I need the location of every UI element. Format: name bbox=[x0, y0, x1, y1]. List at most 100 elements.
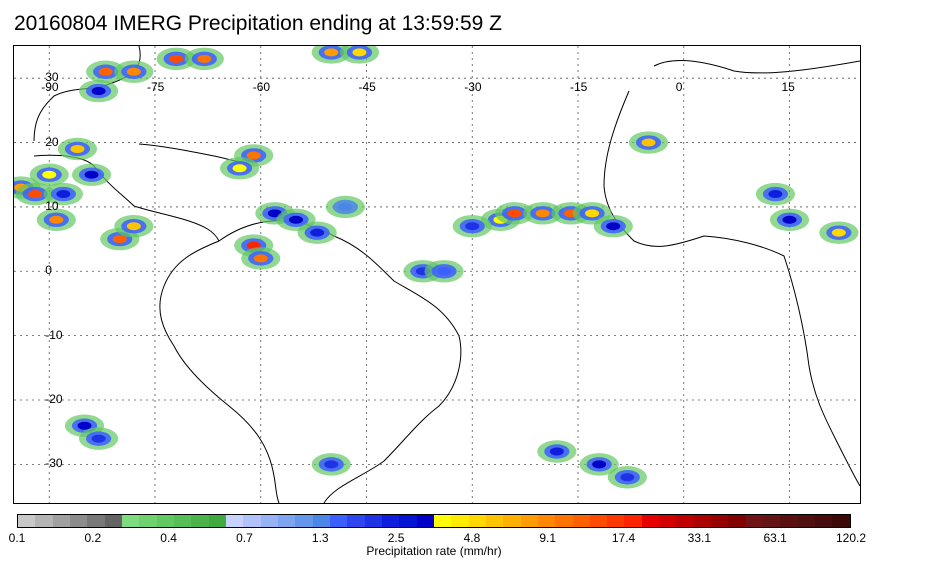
colorbar-tick-label: 9.1 bbox=[539, 531, 557, 545]
colorbar-swatch bbox=[69, 515, 88, 527]
precipitation-cell-core bbox=[197, 54, 212, 63]
colorbar-tick-label: 63.1 bbox=[763, 531, 787, 545]
colorbar-swatch bbox=[433, 515, 452, 527]
colorbar-swatch bbox=[35, 515, 53, 527]
colorbar-swatch bbox=[295, 515, 313, 527]
precipitation-cell-core bbox=[49, 215, 64, 224]
precipitation-cell-core bbox=[782, 215, 797, 224]
colorbar-swatch bbox=[399, 515, 417, 527]
colorbar-tick-label: 120.2 bbox=[835, 531, 867, 545]
precipitation-cell-core bbox=[126, 67, 141, 76]
latitude-label: -30 bbox=[45, 456, 63, 471]
colorbar-swatch bbox=[572, 515, 590, 527]
latitude-label: 20 bbox=[45, 134, 59, 149]
longitude-label: -60 bbox=[252, 80, 271, 95]
colorbar-tick-label: 17.4 bbox=[611, 531, 636, 545]
colorbar-swatch bbox=[156, 515, 174, 527]
colorbar-swatch bbox=[329, 515, 348, 527]
colorbar-tick-label: 2.5 bbox=[387, 531, 405, 545]
colorbar-swatch bbox=[52, 515, 70, 527]
precipitation-cell-core bbox=[352, 48, 367, 57]
precipitation-cell-core bbox=[606, 222, 621, 231]
precipitation-cell-core bbox=[324, 460, 339, 469]
colorbar-swatch bbox=[139, 515, 157, 527]
colorbar-swatch bbox=[451, 515, 469, 527]
gridlines bbox=[14, 46, 860, 503]
colorbar-swatch bbox=[18, 515, 36, 527]
colorbar-swatch bbox=[225, 515, 244, 527]
precipitation-cell-core bbox=[592, 460, 607, 469]
precipitation-cell-core bbox=[70, 144, 85, 153]
europe-coast bbox=[653, 60, 860, 74]
precipitation-cell-core bbox=[585, 209, 600, 218]
colorbar-tick-label: 33.1 bbox=[687, 531, 712, 545]
colorbar-swatch bbox=[173, 515, 192, 527]
precipitation-cell-core bbox=[831, 228, 846, 237]
precipitation-cell-core bbox=[437, 267, 452, 276]
colorbar-tick-label: 0.7 bbox=[236, 531, 253, 545]
precipitation-cell-core bbox=[768, 190, 783, 199]
precipitation-cell-core bbox=[620, 473, 635, 482]
precipitation-cell-core bbox=[338, 202, 353, 211]
precipitation-cell-core bbox=[91, 434, 106, 443]
colorbar-swatch bbox=[277, 515, 296, 527]
precipitation-cell-core bbox=[77, 421, 92, 430]
colorbar-tick-label: 1.3 bbox=[311, 531, 329, 545]
precipitation-cell-core bbox=[310, 228, 325, 237]
colorbar bbox=[17, 514, 851, 528]
colorbar-swatch bbox=[503, 515, 521, 527]
colorbar-swatch bbox=[364, 515, 382, 527]
longitude-label: -75 bbox=[147, 80, 165, 95]
precipitation-cell-core bbox=[324, 48, 339, 57]
colorbar-swatch bbox=[87, 515, 105, 527]
colorbar-swatch bbox=[312, 515, 330, 527]
colorbar-swatch bbox=[537, 515, 556, 527]
latitude-label: 0 bbox=[45, 263, 52, 278]
colorbar-swatch bbox=[468, 515, 486, 527]
longitude-label: -45 bbox=[358, 80, 376, 95]
colorbar-swatch bbox=[589, 515, 608, 527]
precipitation-cell-core bbox=[232, 164, 247, 173]
colorbar-swatch bbox=[485, 515, 504, 527]
colorbar-swatch bbox=[815, 515, 833, 527]
colorbar-swatch bbox=[641, 515, 660, 527]
precipitation-cell-core bbox=[549, 447, 564, 456]
colorbar-swatch bbox=[347, 515, 365, 527]
colorbar-tick-label: 0.2 bbox=[84, 531, 102, 545]
colorbar-swatch bbox=[711, 515, 729, 527]
longitude-label: 15 bbox=[781, 80, 795, 95]
colorbar-tick-label: 0.1 bbox=[8, 531, 26, 545]
precipitation-cell-core bbox=[246, 151, 261, 160]
precipitation-cell-core bbox=[535, 209, 550, 218]
latitude-label: -10 bbox=[45, 327, 63, 342]
colorbar-tick-label: 0.4 bbox=[160, 531, 177, 545]
colorbar-swatch bbox=[780, 515, 798, 527]
precipitation-map: -90 -75 -60 -45 -30 -15 0 15 30 20 10 0 -10 -20 -30 bbox=[13, 45, 861, 504]
colorbar-swatch bbox=[797, 515, 816, 527]
colorbar-swatch bbox=[693, 515, 712, 527]
colorbar-swatch bbox=[763, 515, 781, 527]
precipitation-cell-core bbox=[91, 87, 106, 96]
colorbar-label: Precipitation rate (mm/hr) bbox=[366, 544, 502, 558]
longitude-label: -15 bbox=[570, 80, 588, 95]
precipitation-cell-core bbox=[507, 209, 522, 218]
colorbar-swatch bbox=[745, 515, 764, 527]
precipitation-cell-core bbox=[112, 235, 127, 244]
colorbar-swatch bbox=[191, 515, 209, 527]
latitude-label: 10 bbox=[45, 198, 59, 213]
precipitation-cell-core bbox=[28, 190, 43, 199]
colorbar-swatch bbox=[520, 515, 538, 527]
precipitation-cell-core bbox=[98, 67, 113, 76]
precipitation-cell-core bbox=[84, 170, 99, 179]
longitude-label: 0 bbox=[675, 80, 683, 95]
precipitation-cell-core bbox=[126, 222, 141, 231]
colorbar-swatch bbox=[208, 515, 226, 527]
colorbar-swatch bbox=[416, 515, 434, 527]
precipitation-cell-core bbox=[641, 138, 656, 147]
colorbar-swatch bbox=[555, 515, 573, 527]
latitude-label: 30 bbox=[45, 70, 59, 85]
colorbar-swatch bbox=[607, 515, 625, 527]
map-title: 20160804 IMERG Precipitation ending at 1… bbox=[14, 12, 502, 35]
colorbar-swatch bbox=[659, 515, 677, 527]
colorbar-swatch bbox=[381, 515, 400, 527]
